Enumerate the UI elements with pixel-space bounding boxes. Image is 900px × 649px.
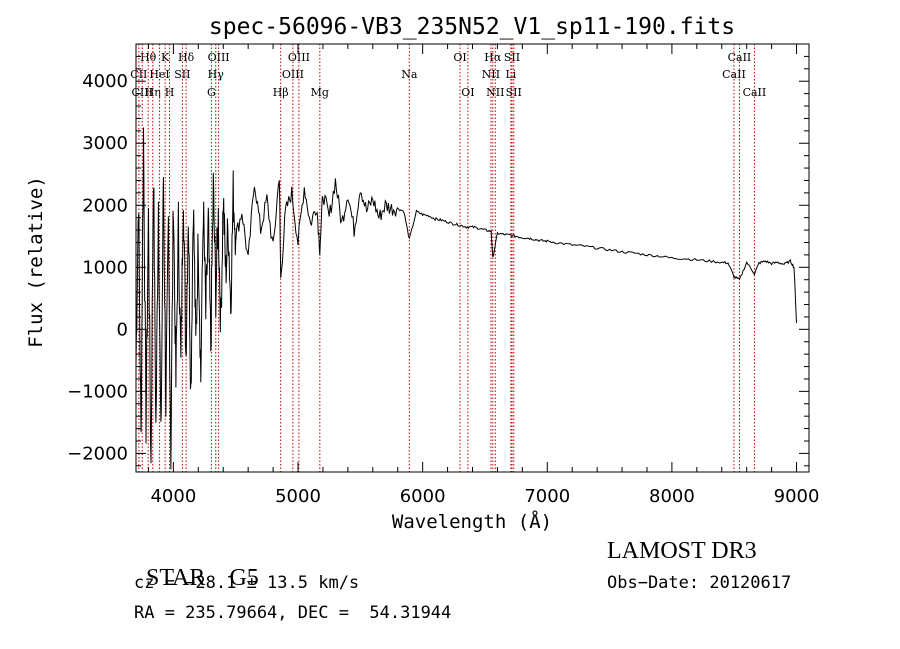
spectrum-series — [135, 127, 797, 470]
spectral-line-label: SII — [174, 68, 190, 81]
spectral-line-label: NII — [482, 68, 500, 81]
spectral-line-label: K — [161, 51, 170, 64]
spectral-line-label: Hη — [145, 86, 161, 99]
spectral-line-label: Na — [401, 68, 418, 81]
spectral-line-label: CaII — [743, 86, 767, 99]
spectral-line-label: HeI — [149, 68, 169, 81]
y-tick-label: −1000 — [67, 381, 128, 402]
spectral-line-label: CIII — [132, 86, 153, 99]
obs-date: Obs−Date: 20120617 — [607, 573, 792, 593]
spectral-line-label: Li — [505, 68, 516, 81]
y-tick-label: 0 — [117, 319, 128, 340]
x-tick-label: 7000 — [524, 486, 570, 507]
spectral-line-label: Hα — [484, 51, 502, 64]
survey-label: LAMOST DR3 — [607, 538, 757, 564]
axes-ticks: 4000 5000 6000 7000 8000 9000 −2000 −1000 0 1000 2… — [67, 44, 819, 507]
chart-title: spec-56096-VB3_235N52_V1_sp11-190.fits — [209, 14, 735, 40]
spectral-line-label: CaII — [728, 51, 752, 64]
spectral-line-label: Hθ — [140, 51, 157, 64]
spectral-line-label: SII — [504, 51, 520, 64]
spectral-line-label: Hγ — [208, 68, 225, 81]
spectral-line-label: Mg — [311, 86, 329, 99]
x-tick-label: 4000 — [150, 486, 196, 507]
spectral-line-label: OI — [461, 86, 474, 99]
object-subclass: G5 — [229, 565, 259, 591]
x-axis-label: Wavelength (Å) — [392, 510, 552, 533]
spectral-class: STAR G5 — [134, 538, 259, 592]
spectral-line-label: OIII — [282, 68, 304, 81]
y-tick-label: 2000 — [82, 195, 128, 216]
spectrum-line — [135, 127, 797, 470]
spectral-line-label: Hβ — [273, 86, 289, 99]
x-tick-label: 5000 — [275, 486, 321, 507]
plot-frame — [135, 43, 810, 473]
y-axis-label: Flux (relative) — [25, 176, 47, 348]
y-tick-label: −2000 — [67, 443, 128, 464]
spectral-line-label: OIII — [288, 51, 310, 64]
x-tick-label: 8000 — [649, 486, 695, 507]
y-tick-label: 4000 — [82, 71, 128, 92]
y-tick-label: 1000 — [82, 257, 128, 278]
spectral-line-label: OI — [453, 51, 466, 64]
x-tick-label: 9000 — [774, 486, 820, 507]
spectral-line-label: G — [207, 86, 216, 99]
spectral-line-label: NII — [486, 86, 504, 99]
spectral-line-label: H — [165, 86, 175, 99]
object-class: STAR — [146, 565, 206, 591]
y-tick-label: 3000 — [82, 133, 128, 154]
spectral-line-label: OIII — [208, 51, 230, 64]
ra-dec-info: RA = 235.79664, DEC = 54.31944 — [134, 603, 452, 623]
redshift-info: cz = −28.1 ± 13.5 km/s — [134, 573, 360, 593]
x-tick-label: 6000 — [400, 486, 446, 507]
spectral-line-label: Hδ — [178, 51, 195, 64]
spectral-line-label: SII — [506, 86, 522, 99]
spectral-line-label: CII — [130, 68, 147, 81]
spectral-line-label: CaII — [722, 68, 746, 81]
